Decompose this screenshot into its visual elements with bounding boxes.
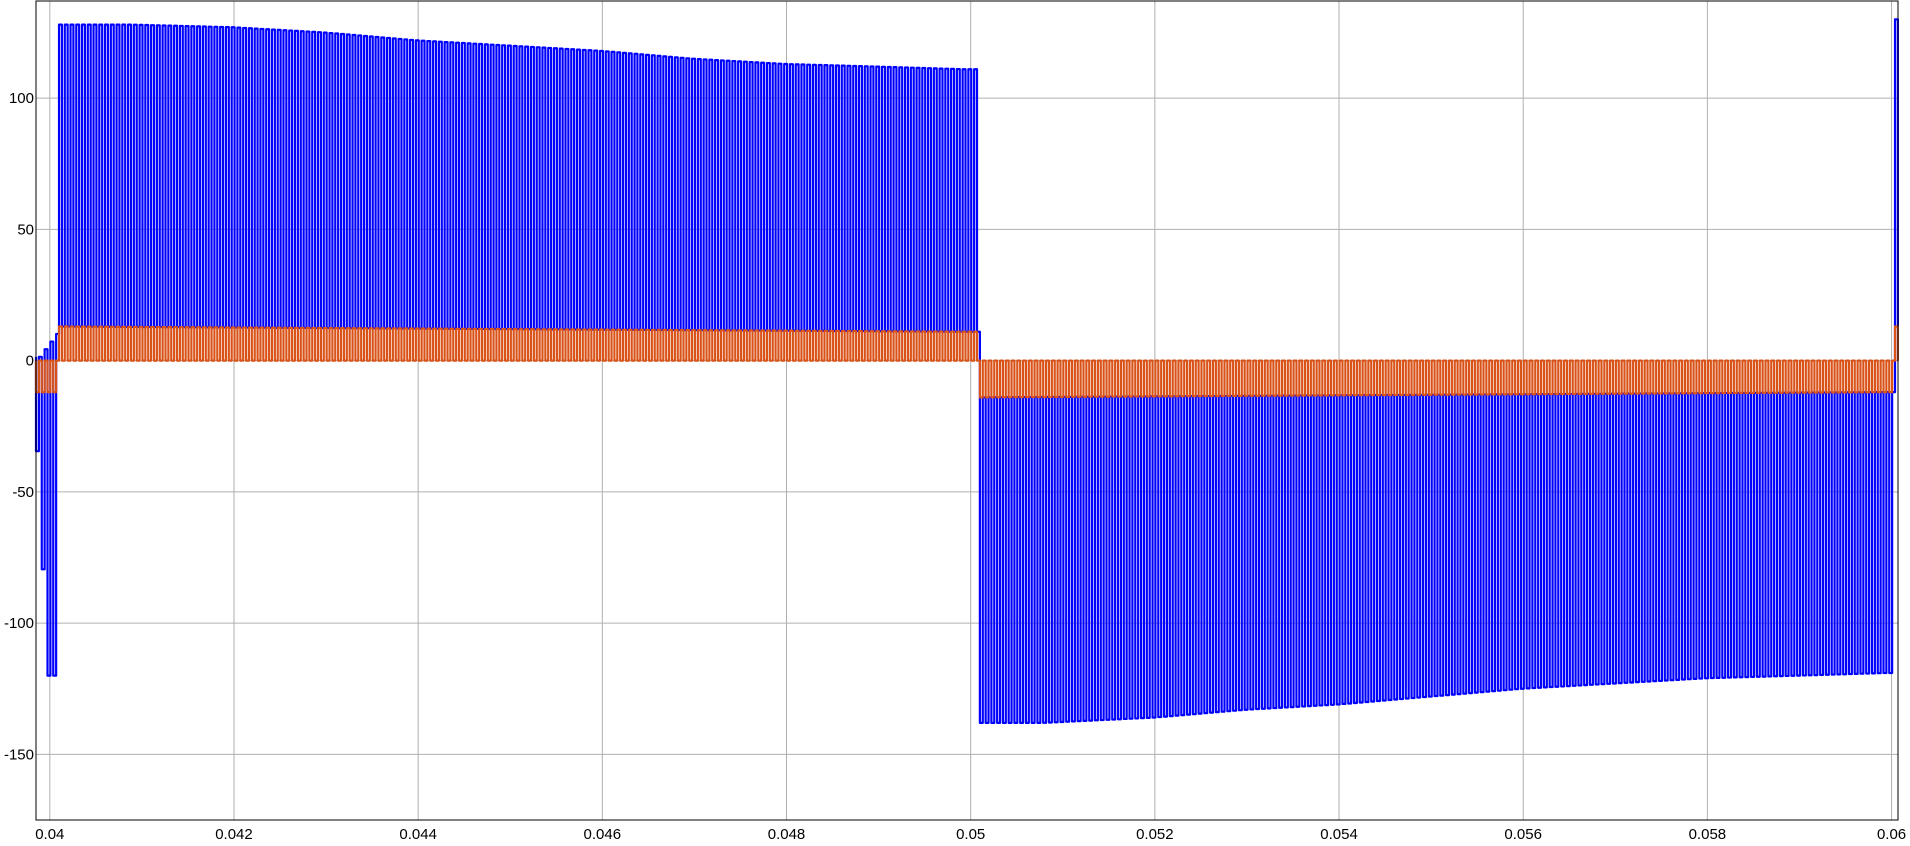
x-tick-label: 0.048 <box>768 826 806 843</box>
x-tick-label: 0.06 <box>1877 826 1906 843</box>
x-tick-label: 0.044 <box>399 826 437 843</box>
y-tick-label: -100 <box>4 615 34 632</box>
y-tick-label: -50 <box>12 484 34 501</box>
y-tick-label: 100 <box>9 90 34 107</box>
tick-label-layer: 0.04 0.042 0.044 0.046 0.048 0.05 0.052 0.054 0.… <box>4 90 1906 843</box>
x-tick-label: 0.05 <box>956 826 985 843</box>
x-tick-label: 0.056 <box>1504 826 1542 843</box>
y-tick-label: -150 <box>4 746 34 763</box>
plot-frame <box>35 0 1899 821</box>
x-tick-label: 0.052 <box>1136 826 1174 843</box>
series-layer <box>34 18 1899 724</box>
x-tick-label: 0.042 <box>215 826 253 843</box>
x-tick-label: 0.046 <box>584 826 622 843</box>
y-tick-label: 0 <box>26 353 34 370</box>
x-tick-label: 0.054 <box>1320 826 1358 843</box>
x-tick-label: 0.04 <box>35 826 64 843</box>
x-tick-label: 0.058 <box>1689 826 1727 843</box>
y-tick-label: 50 <box>17 221 34 238</box>
series-line-orange <box>34 325 1899 399</box>
